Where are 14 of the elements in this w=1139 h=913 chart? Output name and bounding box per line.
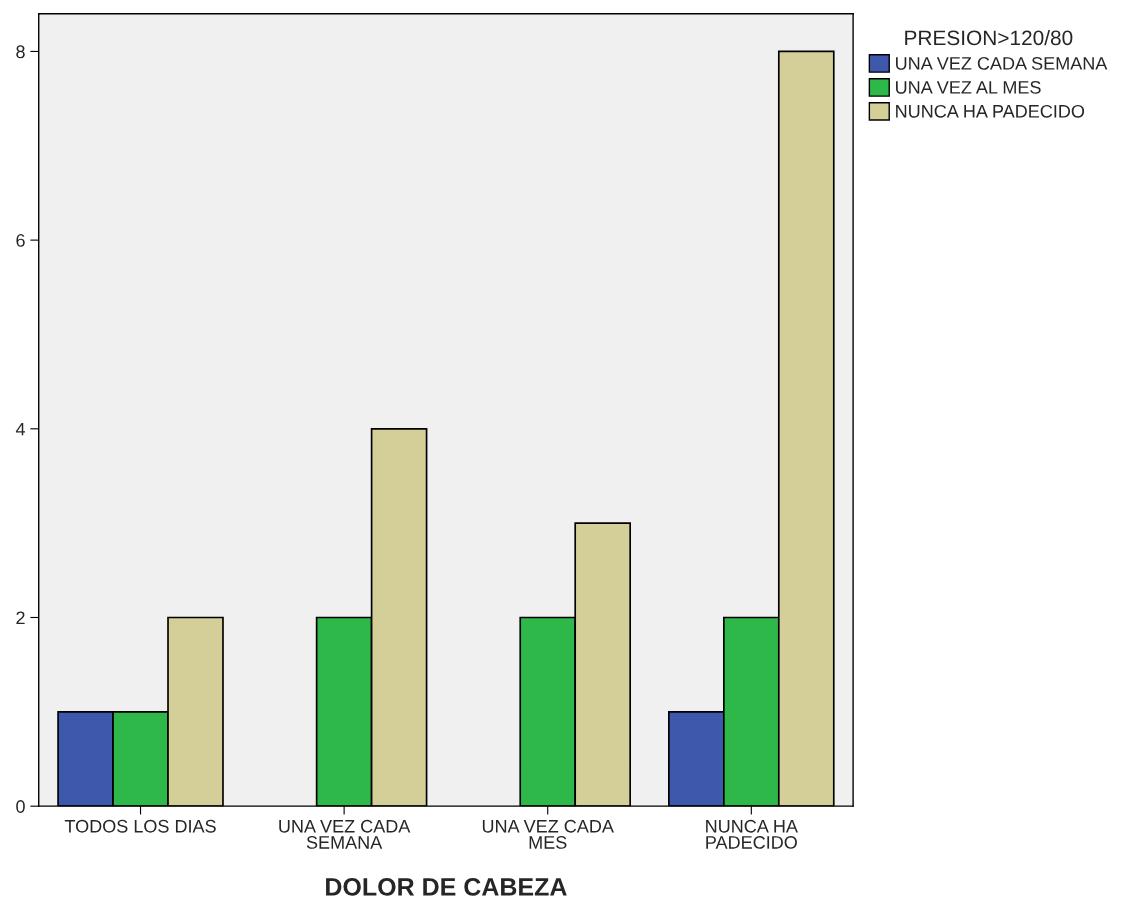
y-tick-label: 6: [16, 234, 25, 247]
x-tick-label: UNA VEZ CADA SEMANA: [279, 819, 411, 849]
y-tick-label: 4: [15, 422, 25, 436]
legend-label: NUNCA HA PADECIDO: [896, 104, 1085, 118]
y-tick-label: 2: [16, 611, 25, 625]
legend-title: PRESION>120/80: [905, 29, 1073, 46]
x-tick-label: TODOS LOS DIAS: [64, 819, 216, 833]
legend-label: UNA VEZ CADA SEMANA: [896, 56, 1108, 70]
legend-label: UNA VEZ AL MES: [896, 80, 1041, 94]
x-tick-label: NUNCA HA PADECIDO: [706, 819, 798, 849]
x-tick-label: UNA VEZ CADA MES: [482, 819, 614, 849]
y-tick-label: 8: [16, 45, 25, 59]
y-tick-label: 0: [16, 800, 25, 813]
x-axis-title: DOLOR DE CABEZA: [326, 878, 567, 896]
